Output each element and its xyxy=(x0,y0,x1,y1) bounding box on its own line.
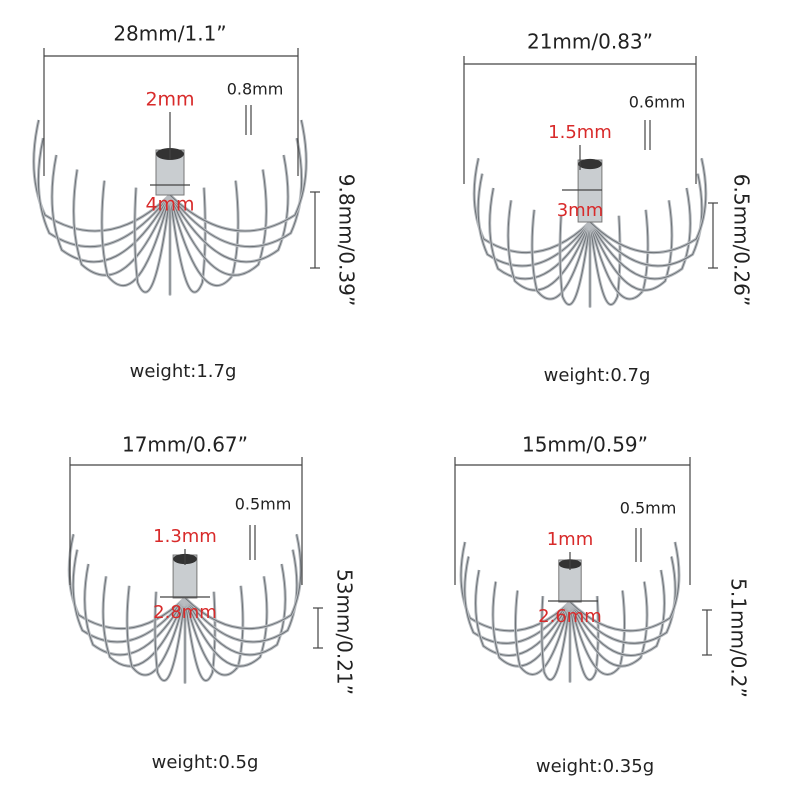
inner-top-label: 1mm xyxy=(547,529,594,550)
hook-edge xyxy=(101,180,171,287)
width-label: 21mm/0.83” xyxy=(527,30,653,54)
wire-label: 0.5mm xyxy=(235,495,292,514)
wire-label: 0.6mm xyxy=(629,93,686,112)
height-label: 5.1mm/0.2” xyxy=(727,578,751,698)
hook-edge xyxy=(515,590,571,675)
hook-edge xyxy=(134,187,171,293)
hook-edge xyxy=(51,154,171,263)
hook-edge xyxy=(184,576,268,667)
wire-label: 0.5mm xyxy=(620,499,677,518)
hook-edge xyxy=(102,576,186,667)
hook-edge xyxy=(169,169,267,276)
wire-label: 0.8mm xyxy=(227,80,284,99)
hook-edge xyxy=(589,173,703,267)
hook-edge xyxy=(184,591,216,682)
hook-edge xyxy=(154,591,186,682)
hook-edge xyxy=(184,549,298,643)
hook-edge xyxy=(169,180,239,287)
height-label: 53mm/0.21” xyxy=(333,569,357,695)
weight-label: weight:1.7g xyxy=(130,361,237,382)
width-label: 15mm/0.59” xyxy=(522,433,648,457)
hook-edge xyxy=(569,556,676,644)
weight-label: weight:0.7g xyxy=(544,365,651,386)
stem-eye xyxy=(578,158,602,170)
width-label: 28mm/1.1” xyxy=(113,22,226,46)
hook-edge xyxy=(569,569,665,656)
hook-edge xyxy=(569,541,680,632)
hook-edge xyxy=(569,581,648,667)
weight-label: weight:0.35g xyxy=(536,756,654,777)
hook-edge xyxy=(84,563,186,656)
hook-edge xyxy=(73,169,171,276)
weight-label: weight:0.5g xyxy=(152,752,259,773)
hook-edge xyxy=(169,187,206,293)
inner-top-label: 2mm xyxy=(145,89,194,111)
hook-edge xyxy=(169,154,289,263)
hook-edge xyxy=(489,187,591,280)
inner-bottom-label: 3mm xyxy=(557,200,604,221)
hook-edge xyxy=(541,596,571,681)
inner-top-label: 1.3mm xyxy=(153,526,217,547)
height-label: 6.5mm/0.26” xyxy=(730,174,754,306)
hook-edge xyxy=(169,138,303,248)
hook-edge xyxy=(531,209,591,300)
hook-edge xyxy=(169,119,307,232)
width-label: 17mm/0.67” xyxy=(122,433,248,457)
hook-edge xyxy=(507,200,591,291)
hook-edge xyxy=(589,187,691,280)
hook-edge xyxy=(475,569,571,656)
hook-edge xyxy=(126,585,186,676)
inner-top-label: 1.5mm xyxy=(548,122,612,143)
inner-bottom-label: 2.6mm xyxy=(538,606,602,627)
hook-edge xyxy=(184,563,286,656)
hook-edge xyxy=(589,215,621,306)
height-label: 9.8mm/0.39” xyxy=(335,174,359,306)
hook-edge xyxy=(464,556,571,644)
hook-edge xyxy=(559,215,591,306)
hook-edge xyxy=(492,581,571,667)
hook-edge xyxy=(184,534,302,630)
hook-edge xyxy=(33,119,171,232)
hook-edge xyxy=(589,158,707,254)
hook-edge xyxy=(37,138,171,248)
hook-edge xyxy=(589,200,673,291)
inner-bottom-label: 4mm xyxy=(145,194,194,216)
inner-bottom-label: 2.8mm xyxy=(153,602,217,623)
